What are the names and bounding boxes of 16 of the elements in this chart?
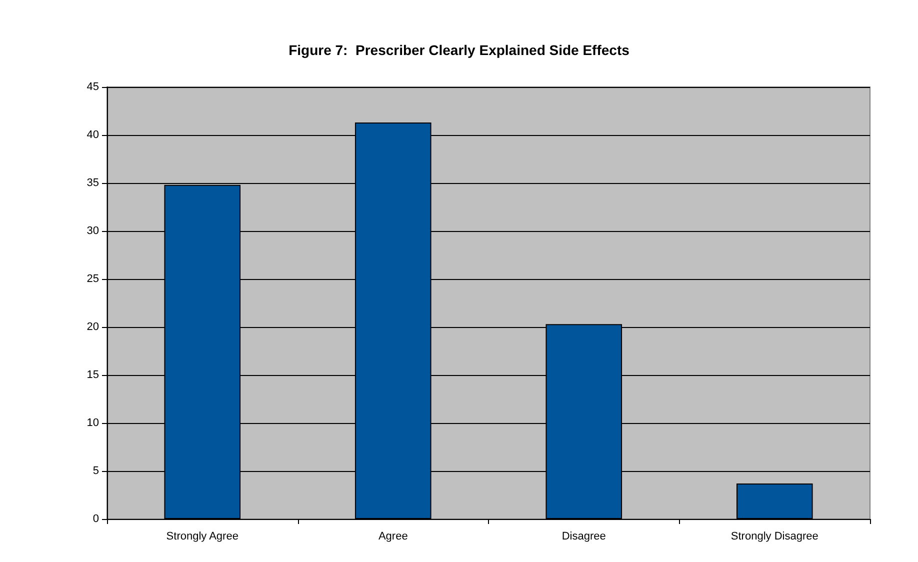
x-tick-label: Strongly Agree xyxy=(166,530,238,542)
y-tick-label: 15 xyxy=(86,369,99,381)
y-tick-label: 45 xyxy=(86,81,99,93)
y-tick-label: 10 xyxy=(86,417,99,429)
y-tick-label: 5 xyxy=(92,465,99,477)
y-tick-label: 30 xyxy=(86,225,99,237)
bar xyxy=(736,483,813,519)
x-tick-label: Agree xyxy=(378,530,408,542)
y-tick-label: 25 xyxy=(86,273,99,285)
y-tick-label: 0 xyxy=(92,513,99,525)
y-tick-label: 40 xyxy=(86,129,99,141)
x-tick-label: Strongly Disagree xyxy=(730,530,818,542)
x-tick-label: Disagree xyxy=(562,530,606,542)
chart-title: Figure 7: Prescriber Clearly Explained Side Effects xyxy=(288,42,630,58)
y-tick-label: 20 xyxy=(86,321,99,333)
y-tick-label: 35 xyxy=(86,177,99,189)
